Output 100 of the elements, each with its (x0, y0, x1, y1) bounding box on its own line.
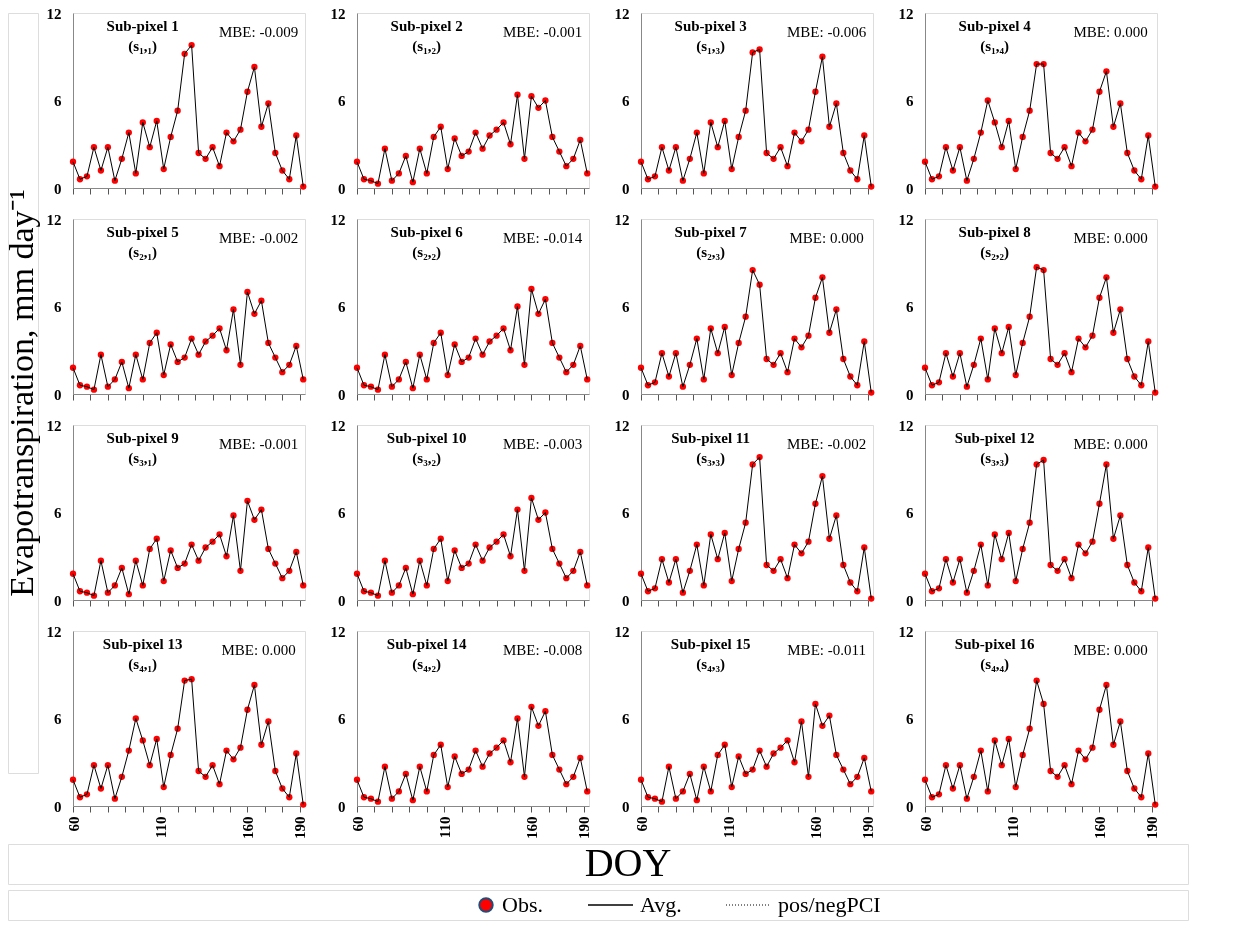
y-tick-label: 0 (906, 386, 914, 403)
y-tick-label: 6 (338, 299, 346, 315)
x-tick-label: 190 (576, 816, 593, 839)
annotation: MBE: 0.000 (1073, 24, 1148, 40)
chart-title: Sub-pixel 16 (954, 636, 1035, 652)
x-tick-label: 60 (917, 816, 934, 832)
x-tick-label: 110 (152, 816, 169, 839)
x-tick-label: 160 (239, 816, 256, 839)
x-tick-label: 60 (349, 816, 366, 832)
annotation: MBE: 0.000 (221, 642, 296, 658)
x-tick-label: 190 (292, 816, 309, 839)
annotation: MBE: -0.001 (503, 24, 583, 40)
y-tick-label: 0 (54, 180, 62, 197)
text: (s₃,₂) (412, 450, 441, 467)
y-tick-label: 6 (338, 711, 346, 727)
text: (s₂,₁) (128, 244, 157, 261)
text: DOY (584, 840, 672, 885)
text: (s₄,₂) (412, 656, 441, 673)
y-tick-label: 12 (898, 417, 914, 434)
annotation: MBE: -0.008 (503, 642, 583, 658)
legend-label: Avg. (640, 892, 682, 917)
text: (s₁,₃) (696, 38, 725, 55)
y-tick-label: 0 (338, 798, 346, 815)
y-tick-label: 12 (614, 211, 630, 228)
text: (s₄,₁) (128, 656, 157, 673)
y-tick-label: 0 (622, 592, 630, 609)
annotation: MBE: -0.002 (787, 436, 867, 452)
x-tick-label: 160 (523, 816, 540, 839)
y-tick-label: 12 (330, 417, 346, 434)
y-tick-label: 0 (622, 798, 630, 815)
chart-title: Sub-pixel 9 (106, 430, 179, 446)
y-tick-label: 6 (906, 299, 914, 315)
x-tick-label: 110 (1004, 816, 1021, 839)
y-tick-label: 12 (614, 417, 630, 434)
annotation: MBE: 0.000 (1073, 436, 1148, 452)
y-tick-label: 12 (46, 623, 62, 640)
chart-title: Sub-pixel 1 (106, 18, 179, 34)
chart-title: Sub-pixel 4 (958, 18, 1032, 34)
text: (s₃,₃) (696, 450, 725, 467)
y-tick-label: 12 (46, 211, 62, 228)
y-tick-label: 0 (54, 386, 62, 403)
chart-title: Sub-pixel 11 (671, 430, 750, 446)
y-tick-label: 6 (54, 93, 62, 109)
y-tick-label: 6 (622, 93, 630, 109)
y-tick-label: 0 (906, 180, 914, 197)
y-tick-label: 0 (54, 798, 62, 815)
x-tick-label: 110 (720, 816, 737, 839)
y-tick-label: 6 (906, 505, 914, 521)
annotation: MBE: -0.011 (787, 642, 866, 658)
x-tick-label: 160 (807, 816, 824, 839)
annotation: MBE: -0.014 (503, 230, 583, 246)
y-tick-label: 6 (54, 711, 62, 727)
annotation: MBE: 0.000 (1073, 230, 1148, 246)
text: (s₂,₃) (696, 244, 725, 261)
chart-title: Sub-pixel 12 (954, 430, 1035, 446)
chart-title: Sub-pixel 5 (106, 224, 179, 240)
chart-title: Sub-pixel 8 (958, 224, 1031, 240)
legend-label: pos/negPCI (778, 892, 881, 917)
y-tick-label: 6 (622, 505, 630, 521)
y-tick-label: 12 (330, 211, 346, 228)
y-tick-label: 12 (898, 211, 914, 228)
chart-title: Sub-pixel 15 (670, 636, 751, 652)
y-tick-label: 0 (338, 180, 346, 197)
chart-title: Sub-pixel 6 (390, 224, 464, 240)
legend-label: Obs. (502, 892, 543, 917)
y-tick-label: 6 (54, 299, 62, 315)
annotation: MBE: 0.000 (789, 230, 864, 246)
y-tick-label: 0 (906, 592, 914, 609)
text: (s₂,₂) (412, 244, 441, 261)
chart-title: Sub-pixel 10 (386, 430, 467, 446)
y-tick-label: 0 (338, 592, 346, 609)
y-tick-label: 0 (622, 180, 630, 197)
y-tick-label: 0 (338, 386, 346, 403)
y-tick-label: 12 (330, 5, 346, 22)
y-tick-label: 12 (898, 5, 914, 22)
x-tick-label: 60 (65, 816, 82, 832)
y-tick-label: 6 (54, 505, 62, 521)
y-tick-label: 6 (338, 505, 346, 521)
x-tick-label: 190 (860, 816, 877, 839)
text: (s₁,₄) (980, 38, 1009, 55)
y-tick-label: 6 (906, 93, 914, 109)
y-tick-label: 6 (622, 299, 630, 315)
x-tick-label: 60 (633, 816, 650, 832)
y-tick-label: 12 (330, 623, 346, 640)
chart-title: Sub-pixel 2 (390, 18, 463, 34)
text: (s₂,₂) (980, 244, 1009, 261)
y-tick-label: 12 (614, 623, 630, 640)
text: (s₃,₁) (128, 450, 157, 467)
chart-title: Sub-pixel 13 (102, 636, 183, 652)
annotation: MBE: -0.003 (503, 436, 583, 452)
text: (s₄,₃) (696, 656, 725, 673)
annotation: MBE: 0.000 (1073, 642, 1148, 658)
annotation: MBE: -0.001 (219, 436, 299, 452)
y-tick-label: 12 (898, 623, 914, 640)
text: (s₁,₂) (412, 38, 441, 55)
y-tick-label: 6 (622, 711, 630, 727)
annotation: MBE: -0.009 (219, 24, 299, 40)
annotation: MBE: -0.006 (787, 24, 867, 40)
text: (s₁,₁) (128, 38, 157, 55)
y-tick-label: 12 (614, 5, 630, 22)
